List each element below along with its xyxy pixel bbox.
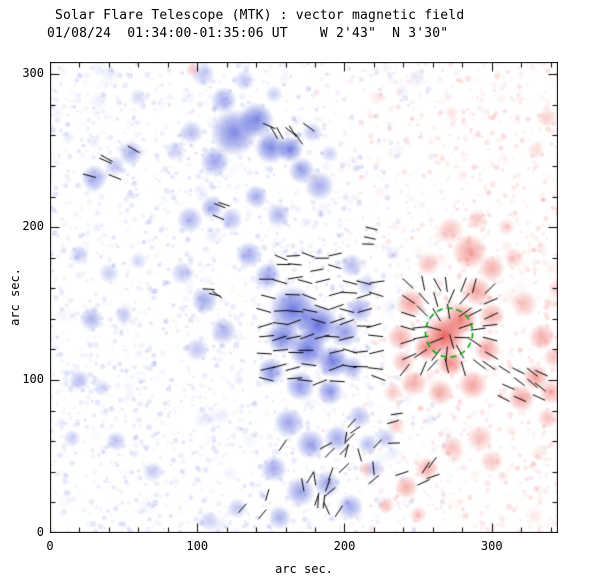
x-tick-label: 200 — [333, 539, 356, 553]
y-tick-label: 300 — [22, 66, 44, 81]
x-axis-label: arc sec. — [275, 562, 333, 576]
y-tick-label: 100 — [22, 372, 44, 387]
figure-title: Solar Flare Telescope (MTK) : vector mag… — [55, 8, 465, 23]
figure-subtitle: 01/08/24 01:34:00-01:35:06 UT W 2'43" N … — [47, 26, 449, 41]
y-tick-label: 0 — [36, 525, 44, 539]
y-tick-label: 200 — [22, 219, 44, 234]
x-tick-label: 100 — [186, 539, 209, 553]
y-axis-label: arc sec. — [8, 268, 22, 326]
x-tick-label: 0 — [46, 539, 54, 553]
x-tick-label: 300 — [480, 539, 503, 553]
magnetogram-plot-canvas — [50, 62, 558, 533]
